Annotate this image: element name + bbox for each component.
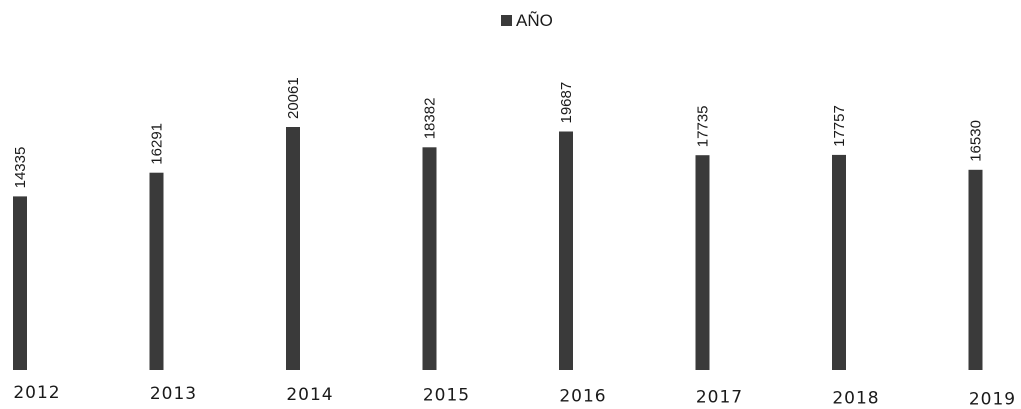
data-label-group: 14335 16291 20061 18382 19687 17735 17757 16530 <box>12 77 985 188</box>
data-label-2013: 16291 <box>149 123 166 165</box>
legend-label: AÑO <box>516 11 553 30</box>
x-tick-label-2013: 2013 <box>150 384 197 404</box>
bar-2017 <box>695 155 710 370</box>
x-tick-label-2012: 2012 <box>13 383 60 403</box>
data-label-2018: 17757 <box>831 105 848 147</box>
data-label-2014: 20061 <box>285 77 302 119</box>
x-tick-label-2017: 2017 <box>696 388 743 408</box>
legend: AÑO <box>501 11 553 30</box>
x-tick-label-2019: 2019 <box>969 389 1016 409</box>
x-axis-tick-labels: 2012 2013 2014 2015 2016 2017 2018 2019 <box>13 383 1016 409</box>
bar-group <box>13 127 983 370</box>
x-tick-label-2016: 2016 <box>559 387 606 407</box>
bar-2013 <box>149 172 164 370</box>
bar-2019 <box>968 169 983 370</box>
bar-2015 <box>422 147 437 370</box>
data-label-2015: 18382 <box>422 98 439 140</box>
bar-2012 <box>13 196 27 370</box>
legend-swatch <box>501 15 512 26</box>
bar-2016 <box>559 131 573 370</box>
data-label-2012: 14335 <box>12 147 29 189</box>
x-tick-label-2014: 2014 <box>286 385 333 405</box>
x-tick-label-2015: 2015 <box>423 386 470 406</box>
x-tick-label-2018: 2018 <box>832 388 879 408</box>
bar-2018 <box>832 154 846 370</box>
bar-2014 <box>286 127 300 370</box>
data-label-2016: 19687 <box>558 82 575 124</box>
data-label-2019: 16530 <box>968 120 985 162</box>
data-label-2017: 17735 <box>695 105 712 147</box>
